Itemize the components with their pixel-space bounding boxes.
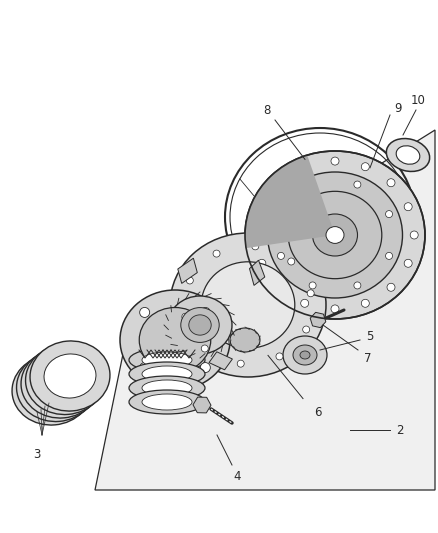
Text: 9: 9 [394, 101, 402, 115]
Text: 3: 3 [33, 448, 41, 462]
Polygon shape [178, 258, 197, 284]
Polygon shape [250, 260, 265, 285]
Circle shape [200, 308, 210, 318]
Ellipse shape [31, 365, 82, 408]
Circle shape [309, 282, 316, 289]
Circle shape [331, 157, 339, 165]
Circle shape [404, 203, 412, 211]
Circle shape [140, 308, 150, 318]
Circle shape [200, 362, 210, 373]
Ellipse shape [201, 262, 295, 348]
Circle shape [237, 360, 244, 367]
Polygon shape [95, 130, 435, 490]
Circle shape [213, 250, 220, 257]
Text: 6: 6 [314, 407, 322, 419]
Circle shape [307, 290, 314, 297]
Ellipse shape [170, 233, 326, 377]
Circle shape [258, 203, 266, 211]
Ellipse shape [129, 390, 205, 414]
Text: 10: 10 [410, 93, 425, 107]
Circle shape [361, 163, 369, 171]
Circle shape [276, 353, 283, 360]
Ellipse shape [39, 358, 92, 401]
Ellipse shape [25, 344, 106, 415]
Ellipse shape [288, 191, 382, 279]
Circle shape [385, 211, 392, 217]
Text: 8: 8 [263, 103, 271, 117]
Ellipse shape [35, 361, 87, 405]
Ellipse shape [300, 351, 310, 359]
Circle shape [288, 258, 295, 265]
Circle shape [252, 243, 259, 250]
Ellipse shape [12, 355, 92, 425]
Circle shape [301, 163, 309, 171]
Ellipse shape [268, 172, 403, 298]
Ellipse shape [245, 151, 425, 319]
Text: 7: 7 [364, 351, 372, 365]
Ellipse shape [44, 354, 96, 398]
Ellipse shape [120, 290, 230, 390]
Circle shape [387, 179, 395, 187]
Ellipse shape [396, 146, 420, 164]
Circle shape [275, 283, 283, 291]
Ellipse shape [17, 351, 96, 422]
Text: 5: 5 [366, 330, 374, 343]
Polygon shape [245, 155, 335, 248]
Circle shape [140, 362, 150, 373]
Circle shape [301, 300, 309, 308]
Circle shape [277, 253, 284, 260]
Ellipse shape [142, 380, 192, 396]
Ellipse shape [129, 376, 205, 400]
Circle shape [201, 345, 208, 352]
Ellipse shape [26, 368, 78, 412]
Circle shape [361, 300, 369, 308]
Circle shape [275, 179, 283, 187]
Circle shape [303, 326, 310, 333]
Circle shape [309, 181, 316, 188]
Ellipse shape [30, 341, 110, 411]
Circle shape [385, 253, 392, 260]
Circle shape [410, 231, 418, 239]
Circle shape [331, 305, 339, 313]
Ellipse shape [21, 348, 101, 418]
Polygon shape [209, 352, 233, 370]
Ellipse shape [386, 139, 430, 172]
Circle shape [186, 277, 193, 284]
Text: 2: 2 [396, 424, 404, 437]
Circle shape [404, 259, 412, 267]
Ellipse shape [293, 345, 317, 365]
Circle shape [182, 313, 189, 320]
Ellipse shape [139, 308, 211, 373]
Circle shape [354, 181, 361, 188]
Ellipse shape [230, 328, 260, 352]
Ellipse shape [142, 352, 192, 368]
Ellipse shape [142, 366, 192, 382]
Circle shape [354, 282, 361, 289]
Ellipse shape [312, 214, 357, 256]
Ellipse shape [129, 348, 205, 372]
Ellipse shape [168, 296, 232, 354]
Ellipse shape [129, 362, 205, 386]
Ellipse shape [142, 394, 192, 410]
Ellipse shape [181, 308, 219, 342]
Circle shape [277, 211, 284, 217]
Ellipse shape [326, 227, 344, 244]
Text: 4: 4 [233, 471, 241, 483]
Circle shape [258, 259, 266, 267]
Circle shape [387, 283, 395, 291]
Ellipse shape [283, 336, 327, 374]
Circle shape [252, 231, 260, 239]
Ellipse shape [189, 315, 211, 335]
